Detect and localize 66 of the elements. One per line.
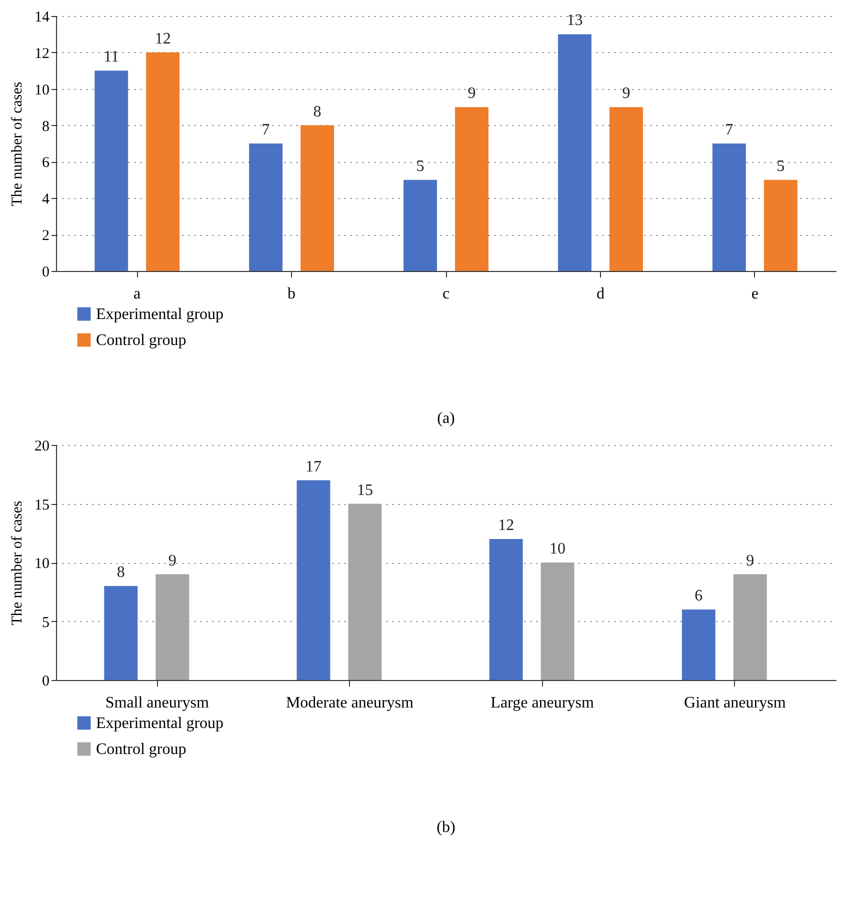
y-tick-label: 5 — [42, 614, 50, 631]
data-label: 13 — [566, 12, 583, 30]
x-tick-label: a — [134, 286, 141, 302]
y-tick-label: 15 — [34, 497, 50, 514]
x-tick-label: c — [442, 286, 450, 302]
bar — [296, 480, 330, 680]
bar — [764, 180, 798, 271]
data-label: 8 — [116, 564, 125, 581]
legend-label: Experimental group — [96, 715, 224, 732]
x-tick-label: e — [751, 286, 758, 302]
y-tick-label: 12 — [34, 46, 50, 62]
x-tick-label: Large aneurysm — [490, 694, 594, 712]
bar — [348, 504, 382, 680]
y-tick-label: 2 — [42, 228, 50, 244]
y-tick-label: 20 — [34, 438, 50, 454]
x-tick-label: Small aneurysm — [105, 694, 210, 712]
legend-label: Control group — [96, 332, 186, 349]
x-tick-label: Giant aneurysm — [684, 694, 786, 712]
data-label: 10 — [550, 540, 566, 558]
y-tick-label: 6 — [42, 155, 50, 172]
bar — [712, 144, 746, 271]
bar — [558, 34, 592, 271]
y-tick-label: 0 — [42, 674, 50, 690]
legend-label: Experimental group — [96, 306, 224, 323]
bar — [682, 610, 716, 680]
legend-label: Control group — [96, 741, 186, 758]
bar — [609, 107, 643, 271]
bar — [249, 144, 283, 271]
bar — [733, 574, 767, 680]
x-tick-label: d — [596, 286, 604, 302]
data-label: 9 — [468, 85, 476, 102]
data-label: 7 — [262, 122, 270, 138]
data-label: 6 — [694, 588, 703, 604]
data-label: 12 — [498, 517, 514, 534]
bar — [489, 539, 523, 680]
x-tick-label: b — [288, 286, 296, 302]
bar — [146, 52, 180, 271]
text: (a) — [437, 410, 455, 427]
data-label: 15 — [356, 482, 373, 499]
text: (b) — [436, 819, 456, 836]
y-tick-label: 14 — [34, 10, 50, 26]
bar — [455, 107, 488, 271]
bar — [404, 180, 437, 271]
bar — [94, 70, 128, 271]
y-tick-label: 10 — [34, 82, 50, 98]
bar — [540, 562, 574, 680]
y-tick-label: 0 — [42, 264, 50, 280]
y-axis-title: The number of cases — [10, 500, 26, 626]
y-tick-label: 4 — [42, 192, 50, 208]
data-label: 9 — [168, 552, 176, 570]
data-label: 9 — [622, 85, 630, 102]
x-tick-label: Moderate aneurysm — [286, 694, 414, 712]
data-label: 5 — [776, 158, 785, 175]
data-label: 5 — [416, 158, 424, 175]
bar — [156, 574, 190, 680]
y-tick-label: 8 — [42, 118, 50, 135]
bar — [300, 125, 334, 271]
bar — [104, 586, 138, 680]
y-axis-title: The number of cases — [10, 82, 26, 206]
data-label: 8 — [313, 103, 322, 120]
y-tick-label: 10 — [34, 556, 50, 572]
data-label: 12 — [154, 30, 171, 48]
data-label: 17 — [305, 458, 322, 476]
data-label: 7 — [725, 122, 734, 138]
data-label: 11 — [104, 48, 120, 66]
data-label: 9 — [746, 552, 754, 570]
